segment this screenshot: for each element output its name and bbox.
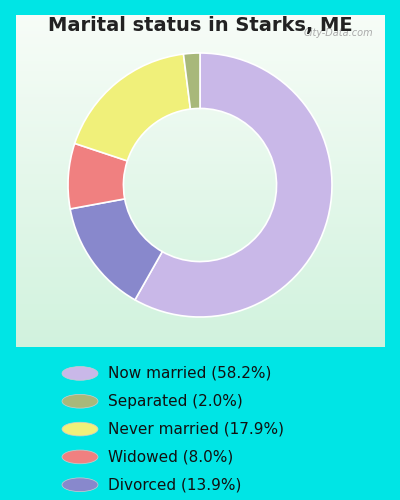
Text: Widowed (8.0%): Widowed (8.0%) <box>108 450 233 464</box>
Wedge shape <box>68 144 127 209</box>
Circle shape <box>62 394 98 408</box>
Text: Never married (17.9%): Never married (17.9%) <box>108 422 284 436</box>
Wedge shape <box>75 54 190 161</box>
Circle shape <box>62 366 98 380</box>
Text: Divorced (13.9%): Divorced (13.9%) <box>108 477 241 492</box>
Circle shape <box>62 422 98 436</box>
Circle shape <box>62 450 98 464</box>
Text: Separated (2.0%): Separated (2.0%) <box>108 394 243 409</box>
Circle shape <box>62 478 98 492</box>
Wedge shape <box>70 199 162 300</box>
Text: Now married (58.2%): Now married (58.2%) <box>108 366 271 381</box>
Text: City-Data.com: City-Data.com <box>303 28 373 38</box>
Wedge shape <box>135 53 332 317</box>
Text: Marital status in Starks, ME: Marital status in Starks, ME <box>48 16 352 35</box>
Wedge shape <box>184 53 200 109</box>
